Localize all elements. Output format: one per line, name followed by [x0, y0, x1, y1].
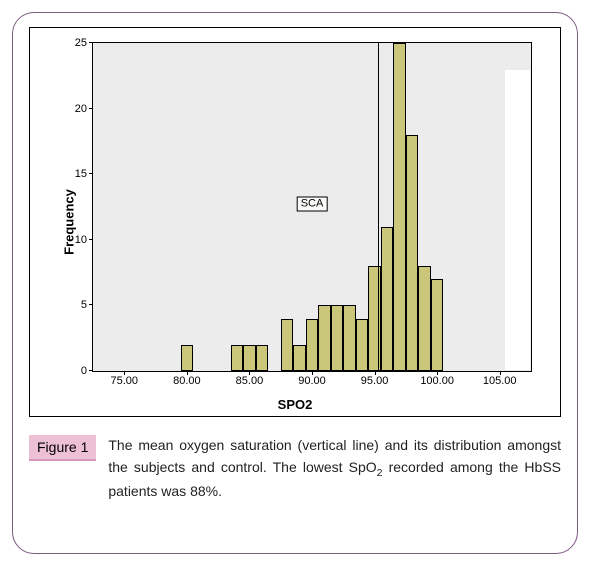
histogram-bar [381, 227, 394, 371]
y-tick-mark [89, 173, 93, 174]
y-tick-mark [89, 239, 93, 240]
plot-region: 051015202575.0080.0085.0090.0095.00100.0… [92, 42, 532, 372]
mean-reference-line [378, 43, 379, 371]
x-tick-label: 95.00 [361, 375, 389, 387]
figure-caption-row: Figure 1 The mean oxygen saturation (ver… [29, 435, 561, 502]
x-tick-label: 80.00 [173, 375, 201, 387]
histogram-bar [331, 305, 344, 371]
figure-number-badge: Figure 1 [29, 435, 96, 461]
histogram-bar [431, 279, 444, 371]
y-tick-label: 10 [75, 234, 87, 246]
histogram-bar [181, 345, 194, 371]
x-tick-label: 90.00 [298, 375, 326, 387]
histogram-chart: Frequency 051015202575.0080.0085.0090.00… [29, 27, 561, 417]
histogram-bar [343, 305, 356, 371]
x-tick-mark [249, 371, 250, 375]
y-tick-label: 5 [81, 299, 87, 311]
y-tick-label: 15 [75, 168, 87, 180]
x-tick-mark [124, 371, 125, 375]
histogram-bar [231, 345, 244, 371]
annotation-label: SCA [297, 196, 328, 211]
y-tick-label: 0 [81, 365, 87, 377]
y-tick-mark [89, 304, 93, 305]
histogram-bar [256, 345, 269, 371]
histogram-bar [281, 319, 294, 371]
histogram-bar [393, 43, 406, 371]
figure-caption-text: The mean oxygen saturation (vertical lin… [108, 435, 561, 502]
y-tick-mark [89, 42, 93, 43]
x-tick-mark [500, 371, 501, 375]
x-axis-label: SPO2 [30, 397, 560, 412]
screenshot-frame: Frequency 051015202575.0080.0085.0090.00… [0, 0, 590, 566]
x-tick-mark [437, 371, 438, 375]
histogram-bar [406, 135, 419, 371]
plot-top-margin [31, 29, 559, 41]
x-tick-mark [375, 371, 376, 375]
histogram-bar [318, 305, 331, 371]
x-tick-mark [187, 371, 188, 375]
histogram-bar [293, 345, 306, 371]
histogram-bar [418, 266, 431, 371]
figure-card: Frequency 051015202575.0080.0085.0090.00… [12, 12, 578, 554]
histogram-bar [243, 345, 256, 371]
plot-right-margin [505, 70, 530, 370]
y-tick-mark [89, 370, 93, 371]
x-tick-label: 100.00 [420, 375, 454, 387]
histogram-bar [306, 319, 319, 371]
y-tick-mark [89, 108, 93, 109]
histogram-bar [356, 319, 369, 371]
x-tick-label: 85.00 [236, 375, 264, 387]
x-tick-label: 75.00 [111, 375, 139, 387]
x-tick-mark [312, 371, 313, 375]
x-tick-label: 105.00 [483, 375, 517, 387]
y-tick-label: 20 [75, 103, 87, 115]
y-tick-label: 25 [75, 37, 87, 49]
